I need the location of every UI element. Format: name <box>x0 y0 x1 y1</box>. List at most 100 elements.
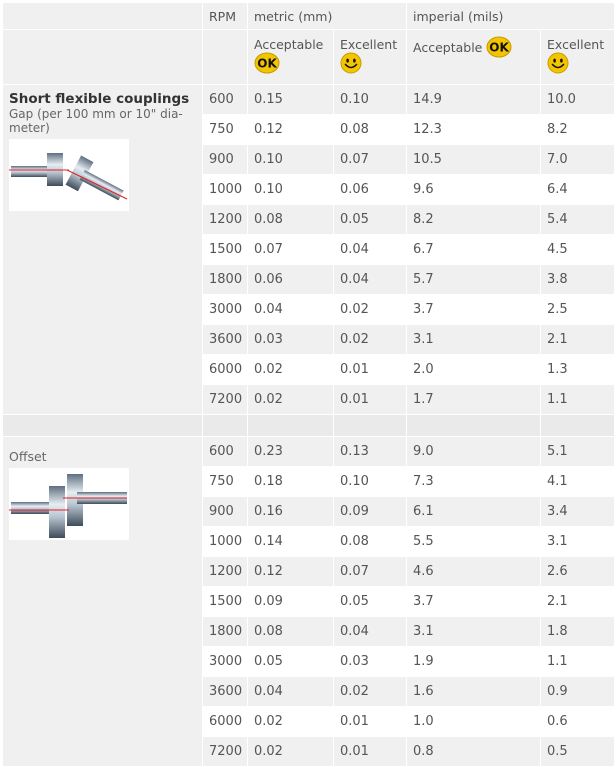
metric-acceptable-cell: 0.09 <box>247 586 334 617</box>
imperial-acceptable-cell: 1.7 <box>406 384 541 415</box>
smiley-icon <box>547 52 569 77</box>
imperial-acceptable-cell: 1.6 <box>406 676 541 707</box>
rpm-cell: 6000 <box>202 706 248 737</box>
metric-header: metric (mm) <box>247 2 407 30</box>
imperial-excellent-cell: 0.9 <box>539 676 616 707</box>
imperial-acceptable-cell: 12.3 <box>406 114 541 145</box>
imperial-excellent-cell: 1.1 <box>539 384 616 415</box>
rpm-cell: 750 <box>202 114 248 145</box>
metric-excellent-cell: 0.08 <box>333 114 407 145</box>
table-row: 6000 0.02 0.01 2.0 1.3 <box>3 354 616 385</box>
imperial-excellent-cell: 2.1 <box>539 586 616 617</box>
imperial-excellent-cell: 8.2 <box>539 114 616 145</box>
metric-acceptable-cell: 0.02 <box>247 706 334 737</box>
metric-acceptable-cell: 0.16 <box>247 496 334 527</box>
imperial-excellent-header: Excellent <box>539 29 616 85</box>
table-row: Offset 600 0.23 0.13 9.0 5.1 <box>2 436 616 767</box>
section-label-cell: Short flexible couplings Gap (per 100 mm … <box>2 84 203 415</box>
metric-excellent-cell: 0.05 <box>333 204 407 235</box>
imperial-acceptable-cell: 8.2 <box>406 204 541 235</box>
imperial-excellent-cell: 3.1 <box>539 526 616 557</box>
metric-acceptable-cell: 0.02 <box>247 384 334 415</box>
metric-excellent-cell: 0.01 <box>333 706 407 737</box>
section-subtitle: Gap (per 100 mm or 10" dia- <box>9 107 183 121</box>
imperial-acceptable-cell: 6.1 <box>406 496 541 527</box>
imperial-excellent-cell: 2.6 <box>539 556 616 587</box>
table-row: 1200 0.12 0.07 4.6 2.6 <box>3 556 616 587</box>
rpm-cell: 600 <box>202 84 248 115</box>
metric-excellent-cell: 0.13 <box>333 436 407 467</box>
imperial-acceptable-header: Acceptable OK <box>406 29 541 85</box>
table-row: 3000 0.05 0.03 1.9 1.1 <box>3 646 616 677</box>
metric-acceptable-cell: 0.06 <box>247 264 334 295</box>
rpm-cell: 1500 <box>202 234 248 265</box>
imperial-acceptable-cell: 9.0 <box>406 436 541 467</box>
metric-acceptable-cell: 0.23 <box>247 436 334 467</box>
metric-acceptable-cell: 0.15 <box>247 84 334 115</box>
imperial-acceptable-cell: 10.5 <box>406 144 541 175</box>
offset-coupling-diagram <box>9 468 129 540</box>
imperial-acceptable-cell: 3.1 <box>406 324 541 355</box>
metric-excellent-cell: 0.10 <box>333 466 407 497</box>
section-title: Short flexible couplings <box>9 91 190 107</box>
rpm-cell: 3000 <box>202 294 248 325</box>
rpm-cell: 1200 <box>202 556 248 587</box>
table-row: 3600 0.04 0.02 1.6 0.9 <box>3 676 616 707</box>
table-row: 1200 0.08 0.05 8.2 5.4 <box>3 204 616 235</box>
metric-acceptable-cell: 0.04 <box>247 294 334 325</box>
rpm-cell: 3000 <box>202 646 248 677</box>
imperial-acceptable-cell: 6.7 <box>406 234 541 265</box>
metric-excellent-cell: 0.01 <box>333 384 407 415</box>
metric-excellent-cell: 0.04 <box>333 616 407 647</box>
rpm-cell: 900 <box>202 144 248 175</box>
metric-excellent-cell: 0.02 <box>333 294 407 325</box>
metric-excellent-cell: 0.02 <box>333 324 407 355</box>
table-row: 3600 0.03 0.02 3.1 2.1 <box>3 324 616 355</box>
table-row: 1000 0.14 0.08 5.5 3.1 <box>3 526 616 557</box>
table-row: 7200 0.02 0.01 1.7 1.1 <box>3 384 616 415</box>
imperial-acceptable-cell: 3.1 <box>406 616 541 647</box>
imperial-excellent-cell: 5.4 <box>539 204 616 235</box>
imperial-excellent-cell: 0.6 <box>539 706 616 737</box>
metric-excellent-cell: 0.02 <box>333 676 407 707</box>
imperial-acceptable-cell: 7.3 <box>406 466 541 497</box>
rpm-cell: 1800 <box>202 616 248 647</box>
table-row: 1800 0.08 0.04 3.1 1.8 <box>3 616 616 647</box>
smiley-icon <box>340 52 362 77</box>
rpm-cell: 1500 <box>202 586 248 617</box>
imperial-excellent-cell: 10.0 <box>539 84 616 115</box>
metric-excellent-header: Excellent <box>333 29 407 85</box>
imperial-acceptable-cell: 0.8 <box>406 736 541 767</box>
imperial-excellent-cell: 2.5 <box>539 294 616 325</box>
imperial-excellent-label: Excellent <box>547 37 605 52</box>
metric-excellent-cell: 0.07 <box>333 144 407 175</box>
rpm-header: RPM <box>202 2 248 30</box>
rpm-cell: 1200 <box>202 204 248 235</box>
imperial-acceptable-cell: 3.7 <box>406 586 541 617</box>
table-row: 1000 0.10 0.06 9.6 6.4 <box>3 174 616 205</box>
metric-acceptable-cell: 0.10 <box>247 144 334 175</box>
angular-coupling-diagram <box>9 139 129 211</box>
rpm-cell: 1000 <box>202 526 248 557</box>
rpm-cell: 1000 <box>202 174 248 205</box>
metric-acceptable-cell: 0.05 <box>247 646 334 677</box>
rpm-subheader <box>202 29 248 85</box>
imperial-acceptable-cell: 1.9 <box>406 646 541 677</box>
metric-excellent-cell: 0.04 <box>333 264 407 295</box>
imperial-excellent-cell: 1.8 <box>539 616 616 647</box>
section-title: Offset <box>9 449 47 464</box>
table-row: 750 0.18 0.10 7.3 4.1 <box>3 466 616 497</box>
imperial-excellent-cell: 5.1 <box>539 436 616 467</box>
imperial-excellent-cell: 3.4 <box>539 496 616 527</box>
imperial-excellent-cell: 4.1 <box>539 466 616 497</box>
metric-excellent-cell: 0.06 <box>333 174 407 205</box>
metric-excellent-cell: 0.08 <box>333 526 407 557</box>
metric-acceptable-cell: 0.10 <box>247 174 334 205</box>
ok-badge-text: OK <box>257 57 277 71</box>
table-row: 900 0.10 0.07 10.5 7.0 <box>3 144 616 175</box>
imperial-header: imperial (mils) <box>405 2 616 30</box>
metric-acceptable-cell: 0.07 <box>247 234 334 265</box>
table-row: 900 0.16 0.09 6.1 3.4 <box>3 496 616 527</box>
table-row: 1800 0.06 0.04 5.7 3.8 <box>3 264 616 295</box>
